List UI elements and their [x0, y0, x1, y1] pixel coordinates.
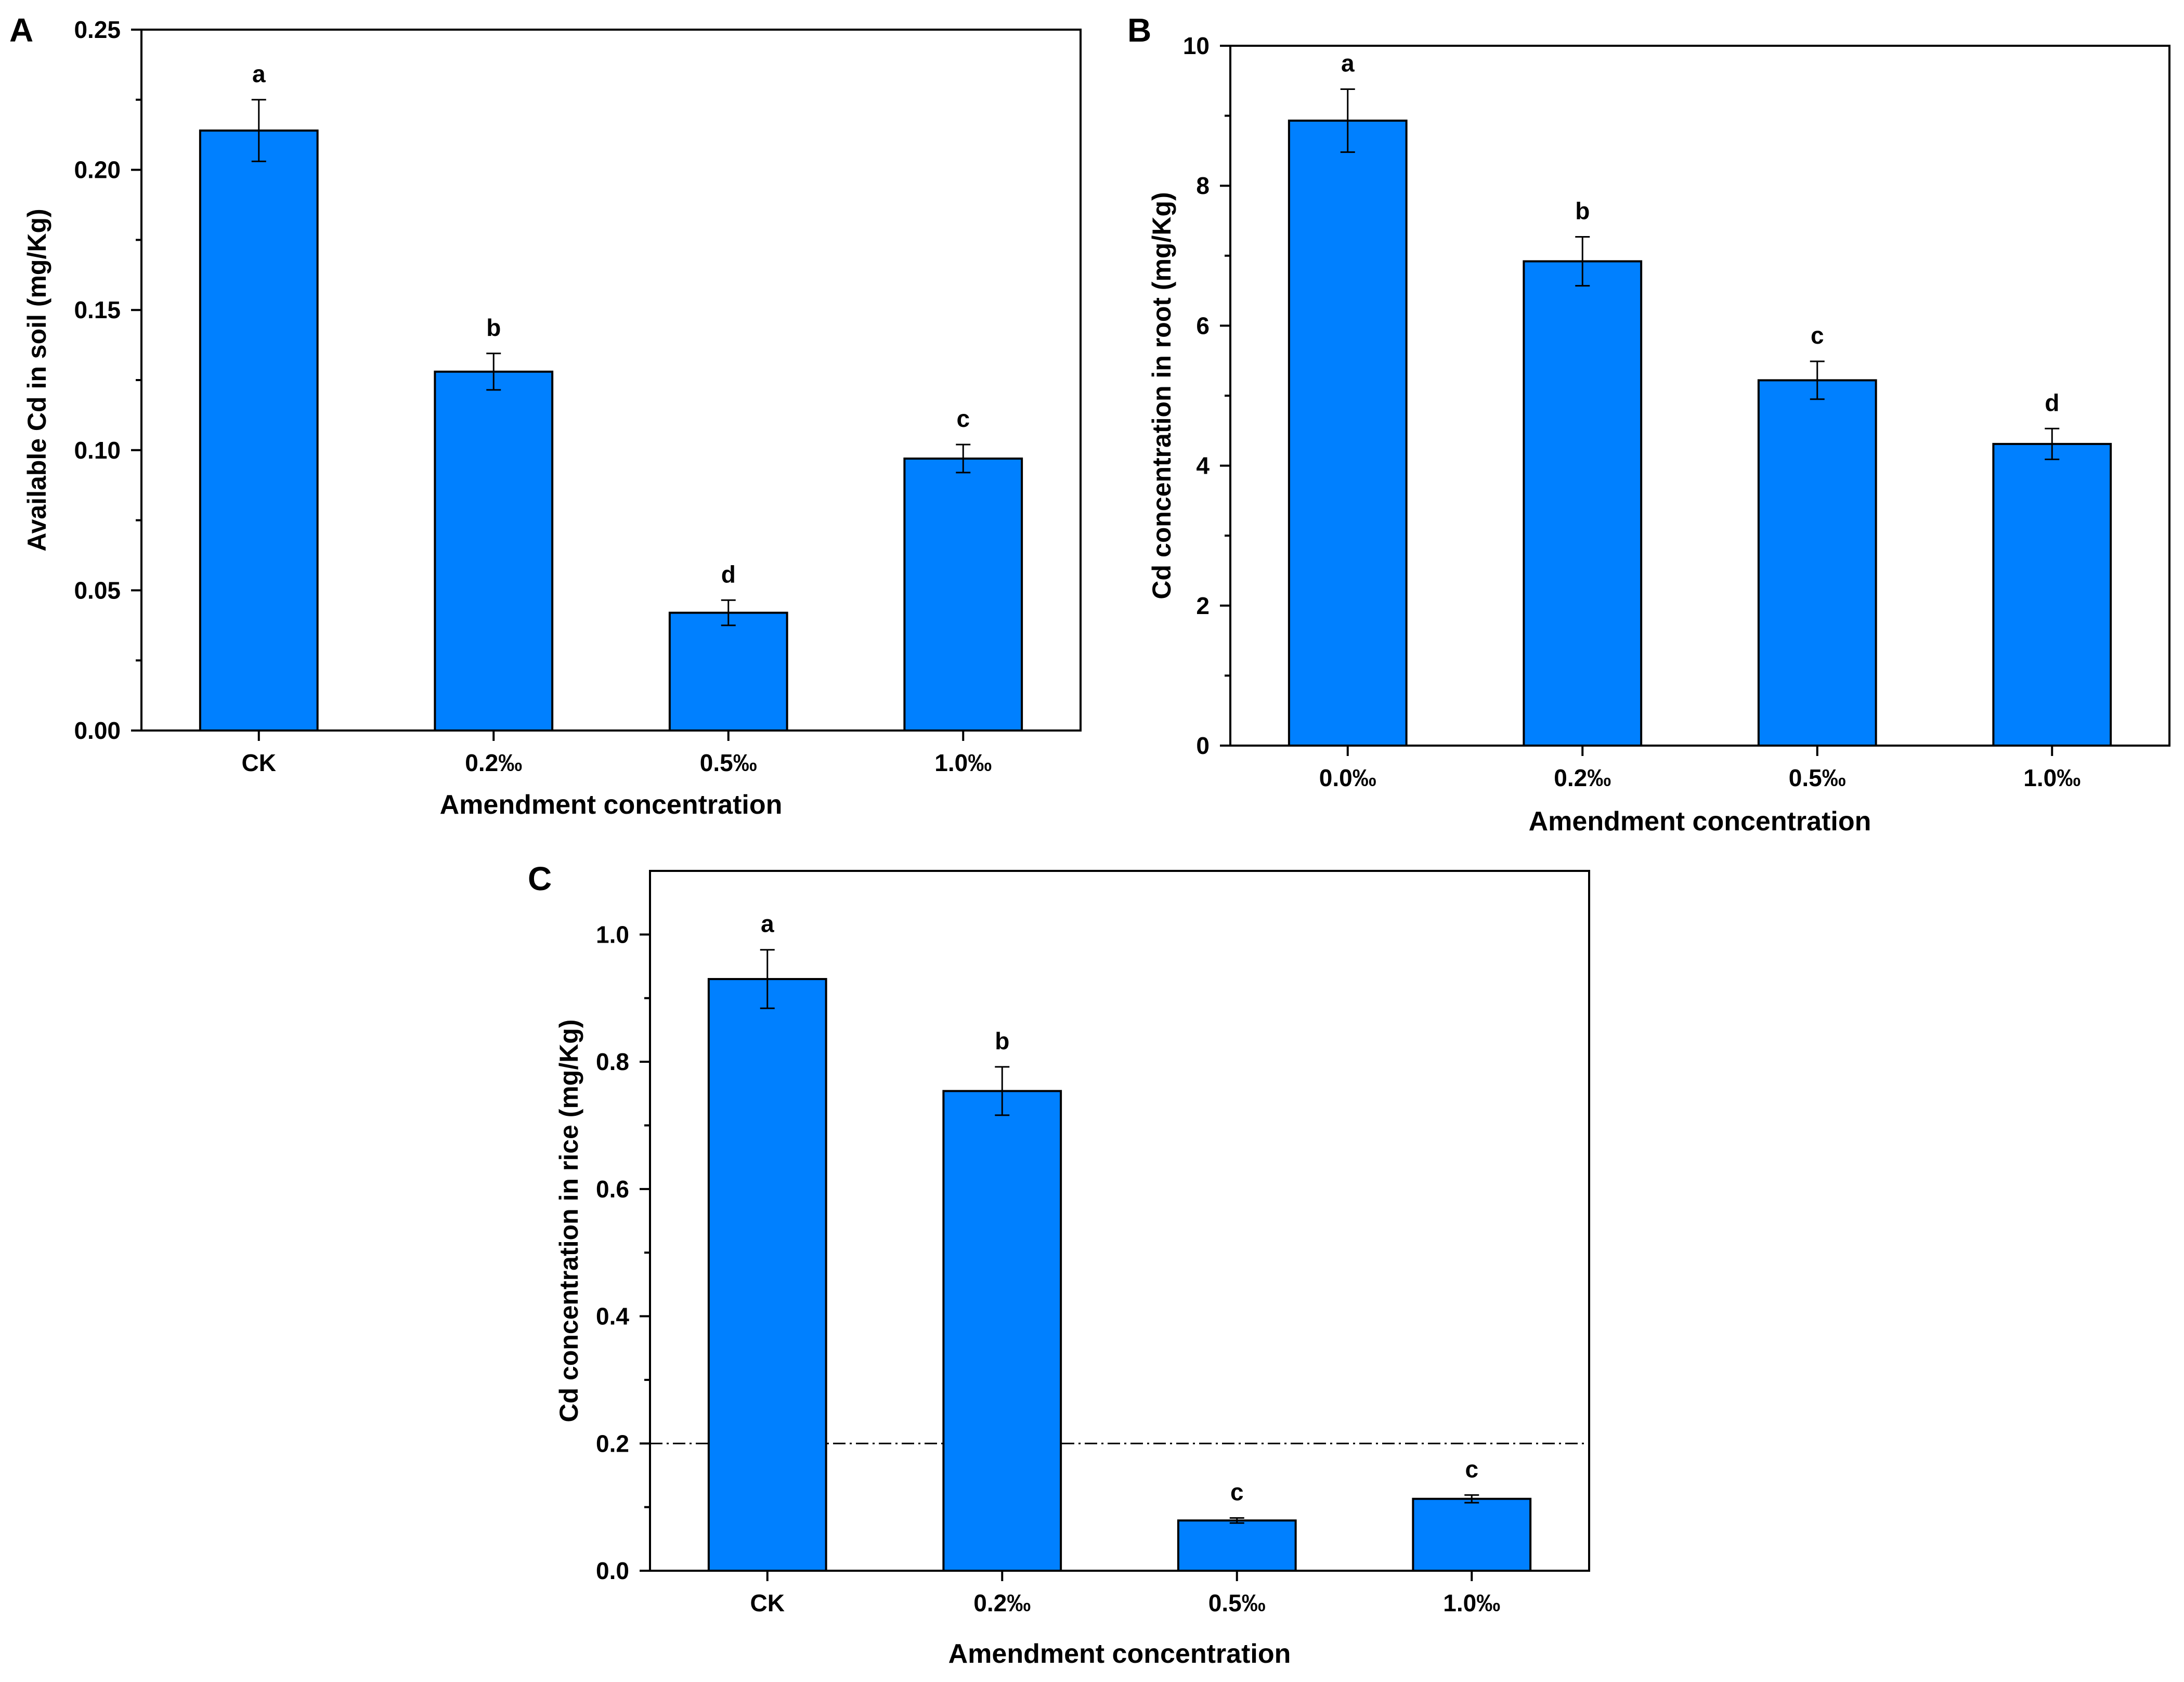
y-tick-label: 10	[1183, 32, 1210, 59]
bar	[903, 457, 1023, 732]
y-tick-label: 0.20	[74, 157, 121, 184]
x-tick-label: 0.5‰	[1789, 764, 1846, 791]
y-tick-label: 0.15	[74, 296, 121, 323]
y-tick-label: 0.8	[596, 1048, 629, 1075]
y-tick-label: 0.10	[74, 437, 121, 464]
y-tick-label: 0.05	[74, 577, 121, 604]
x-tick-label: CK	[242, 749, 276, 776]
x-tick-label: 1.0‰	[1443, 1589, 1500, 1616]
x-tick-label: 0.0‰	[1319, 764, 1376, 791]
panel-label: B	[1127, 11, 1151, 49]
bar	[1757, 379, 1877, 747]
significance-label: d	[721, 560, 736, 588]
significance-label: d	[2045, 389, 2059, 416]
y-axis-title: Available Cd in soil (mg/Kg)	[22, 208, 51, 551]
y-tick-label: 0.0	[596, 1557, 629, 1584]
bar	[199, 129, 319, 732]
x-axis-title: Amendment concentration	[440, 790, 783, 820]
panel-label: A	[9, 11, 33, 49]
bar	[1523, 260, 1643, 747]
bar	[1288, 120, 1408, 747]
significance-label: a	[252, 60, 266, 87]
bar	[1177, 1519, 1297, 1572]
y-tick-label: 4	[1196, 452, 1210, 479]
bar	[707, 978, 827, 1572]
x-tick-label: 1.0‰	[2023, 764, 2081, 791]
x-tick-label: CK	[750, 1589, 785, 1616]
y-tick-label: 1.0	[596, 921, 629, 948]
panel-a-chart: Aa b d c 0.00 0.05 0.10 0.15 0.20 0.25 CK 0.2‰ 0.5‰ 1…	[9, 11, 1082, 820]
x-tick-label: 0.5‰	[1208, 1589, 1266, 1616]
bar	[1992, 442, 2112, 747]
y-axis-title: Cd concentration in rice (mg/Kg)	[554, 1019, 583, 1422]
x-axis-title: Amendment concentration	[948, 1639, 1291, 1669]
panel-b-chart: Ba b c d 0 2 4 6 8 10 0.0‰ 0.2‰ 0.5‰ 1.0‰ Amendment co…	[1127, 11, 2170, 837]
y-tick-label: 0.4	[596, 1303, 629, 1330]
significance-label: c	[1465, 1455, 1478, 1482]
significance-label: c	[1230, 1478, 1244, 1505]
panel-label: C	[528, 860, 552, 897]
significance-label: b	[995, 1027, 1009, 1054]
x-tick-label: 0.5‰	[700, 749, 757, 776]
significance-label: b	[1575, 197, 1590, 224]
y-tick-label: 0.2	[596, 1430, 629, 1457]
panel-c-chart: Ca b c c 0.0 0.2 0.4 0.6 0.8 1.0 CK 0.2‰ 0.5‰ 1.0‰ Ame…	[528, 860, 1590, 1669]
y-tick-label: 8	[1196, 172, 1210, 199]
y-axis-title: Cd concentration in root (mg/Kg)	[1147, 192, 1176, 599]
x-tick-label: 0.2‰	[1554, 764, 1611, 791]
y-tick-label: 2	[1196, 592, 1210, 619]
y-tick-label: 0	[1196, 732, 1210, 759]
x-tick-label: 1.0‰	[934, 749, 992, 776]
significance-label: a	[761, 910, 774, 937]
y-tick-label: 6	[1196, 312, 1210, 339]
significance-label: c	[956, 405, 970, 432]
x-tick-label: 0.2‰	[973, 1589, 1031, 1616]
plot-frame	[649, 870, 1590, 1572]
significance-label: c	[1811, 322, 1824, 349]
significance-label: b	[486, 314, 501, 341]
y-tick-label: 0.6	[596, 1176, 629, 1203]
bar	[1412, 1497, 1532, 1572]
y-tick-label: 0.00	[74, 717, 121, 744]
bar	[434, 370, 554, 732]
y-tick-label: 0.25	[74, 16, 121, 43]
x-tick-label: 0.2‰	[465, 749, 522, 776]
x-axis-title: Amendment concentration	[1529, 806, 1871, 837]
significance-label: a	[1341, 49, 1355, 76]
bar	[942, 1090, 1062, 1572]
bar	[668, 611, 788, 732]
